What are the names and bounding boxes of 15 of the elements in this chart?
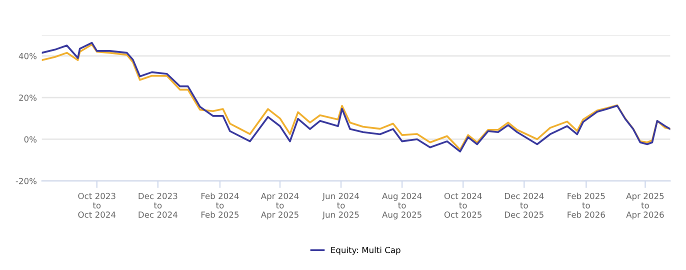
x-tick-label: Feb 2025 to Feb 2026	[568, 192, 605, 218]
x-tick-label: Dec 2024 to Dec 2025	[504, 192, 544, 218]
y-tick-label: 40%	[18, 52, 37, 60]
x-tick-label: Oct 2024 to Oct 2025	[444, 192, 482, 218]
y-tick-label: 20%	[19, 94, 37, 101]
x-tick-label: Aug 2024 to Aug 2025	[382, 192, 422, 220]
x-tick-label: Dec 2023 to Dec 2024	[138, 192, 178, 218]
legend-label: Equity: Multi Cap	[331, 246, 400, 255]
y-tick-label: 0%	[24, 136, 37, 143]
x-tick-label: Jun 2024 to Jun 2025	[322, 192, 359, 220]
x-tick-label: Apr 2025 to Apr 2026	[626, 192, 664, 220]
x-tick-label: Feb 2024 to Feb 2025	[201, 192, 239, 218]
x-tick-label: Oct 2023 to Oct 2024	[78, 192, 116, 218]
x-tick-label: Apr 2024 to Apr 2025	[260, 192, 299, 220]
y-tick-label: -20%	[16, 178, 37, 184]
